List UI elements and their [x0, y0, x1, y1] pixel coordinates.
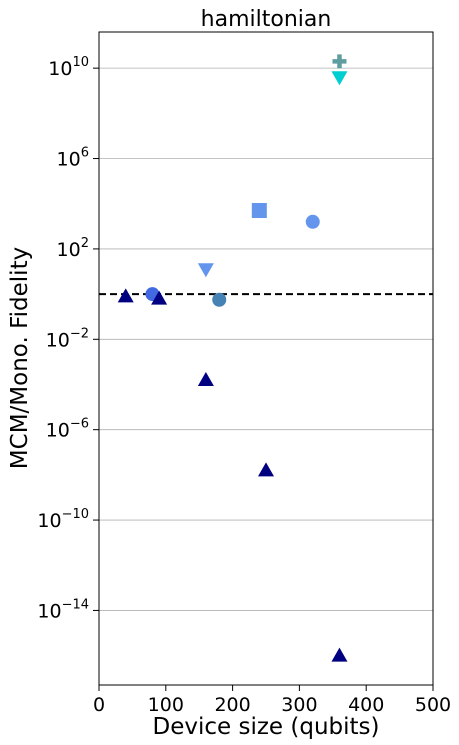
x-tick-label: 200 — [214, 694, 250, 716]
x-axis-ticks: 0 100 200 300 400 500 — [93, 685, 451, 716]
x-tick-label: 300 — [281, 694, 317, 716]
data-point-triangle-down — [331, 71, 348, 86]
x-tick-label: 500 — [415, 694, 451, 716]
y-tick-label-exponent: 6 — [81, 146, 89, 161]
y-axis-title: MCM/Mono. Fidelity — [7, 247, 33, 469]
y-tick-label-base: 10 — [57, 149, 81, 171]
x-tick-label: 400 — [348, 694, 384, 716]
data-point-triangle-up — [258, 462, 274, 477]
y-tick-label-base: 10 — [48, 58, 72, 80]
x-tick-label: 100 — [148, 694, 184, 716]
y-tick-label: 10−2 — [46, 326, 89, 351]
y-tick-label-exponent: −6 — [70, 417, 89, 432]
y-tick-label-exponent: 2 — [81, 236, 89, 251]
grid-lines — [99, 67, 433, 611]
y-tick-label-base: 10 — [37, 510, 61, 532]
x-tick-label: 0 — [93, 694, 105, 716]
data-points — [117, 54, 348, 662]
y-tick-label-base: 10 — [57, 239, 81, 261]
y-tick-label-base: 10 — [46, 329, 70, 351]
data-point-triangle-up — [197, 371, 214, 386]
y-tick-label: 10−10 — [37, 507, 89, 532]
x-axis-title: Device size (qubits) — [153, 714, 380, 740]
chart-title: hamiltonian — [201, 7, 332, 32]
data-point-square — [251, 203, 267, 219]
plot-frame — [98, 31, 434, 686]
y-tick-label: 10−14 — [37, 597, 89, 622]
y-tick-label: 106 — [57, 146, 89, 171]
y-tick-label-exponent: −10 — [62, 507, 89, 522]
y-tick-label-base: 10 — [46, 420, 70, 442]
data-point-circle — [212, 292, 227, 307]
data-point-triangle-down — [197, 263, 214, 278]
y-tick-label-exponent: −2 — [70, 326, 89, 341]
y-tick-label-base: 10 — [37, 600, 61, 622]
y-tick-label-exponent: −14 — [62, 597, 89, 612]
data-point-circle — [305, 214, 320, 229]
data-point-triangle-up — [151, 290, 168, 305]
data-point-plus — [332, 54, 347, 69]
y-tick-label: 102 — [57, 236, 89, 261]
y-tick-label: 1010 — [48, 55, 89, 80]
y-tick-label-exponent: 10 — [72, 55, 89, 70]
data-point-triangle-up — [331, 647, 348, 662]
y-tick-label: 10−6 — [46, 417, 89, 442]
data-point-triangle-up — [117, 288, 134, 303]
